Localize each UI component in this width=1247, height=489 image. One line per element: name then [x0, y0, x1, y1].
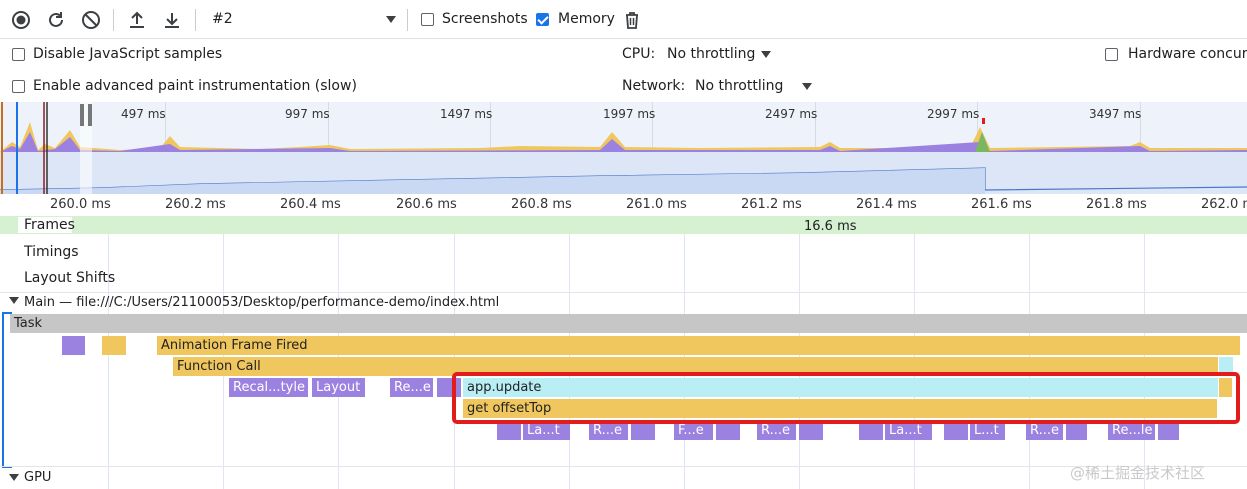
- advanced-paint-checkbox[interactable]: [12, 80, 25, 93]
- download-icon: [165, 13, 179, 28]
- chevron-down-icon[interactable]: [386, 16, 396, 23]
- flame-block[interactable]: [859, 421, 884, 440]
- flame-block[interactable]: [799, 421, 824, 440]
- frame-duration: 16.6 ms: [804, 219, 857, 234]
- flame-block[interactable]: [62, 336, 86, 355]
- memory-label: Memory: [558, 11, 615, 27]
- frames-track[interactable]: [0, 216, 1247, 234]
- task-block[interactable]: Task: [10, 314, 1247, 333]
- highlight-box: [452, 372, 1240, 424]
- ruler-tick: 261.4 ms: [856, 197, 917, 212]
- flame-block[interactable]: [102, 336, 127, 355]
- ruler-tick: 260.2 ms: [165, 197, 226, 212]
- overview-tick: 2997 ms: [927, 107, 980, 121]
- ruler-tick: 260.0 ms: [50, 197, 111, 212]
- flame-block[interactable]: [1219, 357, 1233, 376]
- overview-tick: 1997 ms: [603, 107, 656, 121]
- recalc-block[interactable]: R...e: [757, 421, 797, 440]
- clear-button[interactable]: [80, 9, 102, 31]
- frames-label: Frames: [24, 217, 75, 233]
- flame-block[interactable]: [631, 421, 656, 440]
- hardware-concurrency-label: Hardware concurr: [1128, 46, 1247, 62]
- recalc-block[interactable]: R...e: [1026, 421, 1064, 440]
- flame-block[interactable]: [497, 421, 522, 440]
- timings-label[interactable]: Timings: [24, 244, 79, 260]
- overview-tick: 2497 ms: [765, 107, 818, 121]
- recalc-block[interactable]: F...e: [674, 421, 714, 440]
- recalc-block[interactable]: Re...e: [390, 378, 434, 397]
- trash-icon: [626, 12, 638, 29]
- cpu-label: CPU:: [622, 46, 656, 62]
- watermark: @稀土掘金技术社区: [1070, 464, 1206, 482]
- advanced-paint-label: Enable advanced paint instrumentation (s…: [33, 78, 357, 94]
- screenshots-label: Screenshots: [442, 11, 528, 27]
- reload-icon: [49, 12, 63, 27]
- app-update-block[interactable]: app.update: [463, 378, 1218, 397]
- flame-block[interactable]: [944, 421, 969, 440]
- flame-block[interactable]: [1158, 421, 1180, 440]
- main-track-bracket: [2, 312, 12, 468]
- timeline-overview[interactable]: 497 ms 997 ms 1497 ms 1997 ms 2497 ms 29…: [0, 102, 1247, 194]
- collect-garbage-button[interactable]: [621, 9, 643, 31]
- memory-checkbox[interactable]: [536, 13, 549, 26]
- screenshots-checkbox[interactable]: [421, 13, 434, 26]
- overview-tick: 997 ms: [285, 107, 330, 121]
- toolbar: #2 Screenshots Memory: [0, 0, 1247, 39]
- function-call-block[interactable]: Function Call: [173, 357, 1219, 376]
- overview-tick: 3497 ms: [1089, 107, 1142, 121]
- network-throttling-select[interactable]: No throttling: [695, 78, 784, 94]
- disable-js-samples-checkbox[interactable]: [12, 48, 25, 61]
- hardware-concurrency-checkbox[interactable]: [1105, 48, 1118, 61]
- ruler-tick: 260.6 ms: [396, 197, 457, 212]
- disable-js-samples-label: Disable JavaScript samples: [33, 46, 223, 62]
- chevron-down-icon[interactable]: [802, 83, 812, 90]
- gpu-track-label[interactable]: GPU: [24, 470, 52, 485]
- ruler-tick: 261.2 ms: [741, 197, 802, 212]
- ruler-tick: 261.0 ms: [626, 197, 687, 212]
- profile-select[interactable]: #2: [212, 11, 233, 27]
- ruler-tick: 261.8 ms: [1086, 197, 1147, 212]
- cpu-activity-graph: [0, 102, 1247, 194]
- record-icon: [12, 11, 30, 29]
- layout-shifts-label[interactable]: Layout Shifts: [24, 270, 116, 286]
- upload-icon: [130, 11, 144, 28]
- record-button[interactable]: [10, 9, 32, 31]
- upload-profile-button[interactable]: [126, 9, 148, 31]
- flame-block[interactable]: [1066, 421, 1088, 440]
- animation-frame-block[interactable]: Animation Frame Fired: [157, 336, 1241, 355]
- get-offset-top-block[interactable]: get offsetTop: [463, 399, 1218, 418]
- layout-block[interactable]: Layout: [312, 378, 366, 397]
- cpu-throttling-select[interactable]: No throttling: [667, 46, 756, 62]
- expand-main-icon[interactable]: [9, 297, 19, 304]
- overview-tick: 1497 ms: [440, 107, 493, 121]
- recalc-block[interactable]: Re...le: [1108, 421, 1156, 440]
- ruler-tick: 262.0 ms: [1201, 197, 1247, 212]
- reload-record-button[interactable]: [45, 9, 67, 31]
- expand-gpu-icon[interactable]: [9, 474, 19, 481]
- recalc-block[interactable]: R...e: [589, 421, 629, 440]
- clear-icon: [82, 11, 100, 29]
- time-ruler: 260.0 ms 260.2 ms 260.4 ms 260.6 ms 260.…: [0, 194, 1247, 217]
- ruler-tick: 260.8 ms: [511, 197, 572, 212]
- flame-block[interactable]: [716, 421, 741, 440]
- layout-block[interactable]: La...t: [885, 421, 933, 440]
- main-thread-label[interactable]: Main — file:///C:/Users/21100053/Desktop…: [24, 295, 500, 310]
- download-profile-button[interactable]: [161, 9, 183, 31]
- layout-block[interactable]: L...t: [970, 421, 1006, 440]
- layout-block[interactable]: La...t: [523, 421, 571, 440]
- network-label: Network:: [622, 78, 686, 94]
- ruler-tick: 261.6 ms: [971, 197, 1032, 212]
- flame-block[interactable]: [1219, 378, 1233, 397]
- ruler-tick: 260.4 ms: [280, 197, 341, 212]
- chevron-down-icon[interactable]: [761, 51, 771, 58]
- recalc-style-block[interactable]: Recal...tyle: [229, 378, 309, 397]
- overview-tick: 497 ms: [121, 107, 166, 121]
